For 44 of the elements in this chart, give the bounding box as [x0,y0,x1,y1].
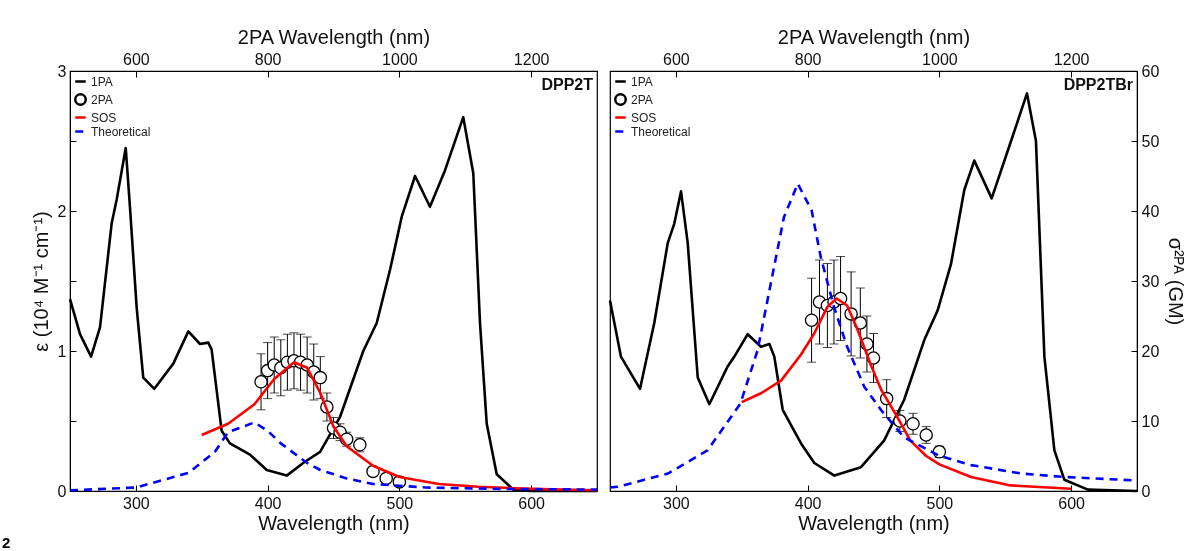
x-tick-label: 500 [386,494,414,512]
x2-tick-label: 1200 [1053,50,1090,68]
y-tick-label: 3 [57,62,67,80]
y2-tick-label: 10 [1141,412,1160,430]
legend-label: SOS [631,110,657,125]
y2-tick-label: 40 [1141,202,1160,220]
legend-label: 2PA [91,92,113,107]
y-axis-title: ε (10⁴ M⁻¹ cm⁻¹) [29,211,52,352]
x2-tick-label: 800 [794,50,822,68]
y-tick-label: 2 [57,202,67,220]
x2-tick-label: 1200 [513,50,550,68]
y2-tick-label: 60 [1141,62,1160,80]
text: 2 [2,534,11,551]
y2-tick-label: 50 [1141,132,1160,150]
x-tick-label: 300 [123,494,150,512]
x2-tick-label: 800 [254,50,282,68]
x2-axis-title: 2PA Wavelength (nm) [777,25,971,48]
y-tick-label: 0 [57,482,67,500]
x-tick-label: 300 [663,494,690,512]
x-tick-label: 600 [518,494,546,512]
x2-tick-label: 600 [123,50,150,68]
y-tick-label: 1 [57,342,67,360]
y2-tick-label: 30 [1141,272,1160,290]
legend-label: 1PA [91,74,113,89]
x-tick-label: 400 [794,494,822,512]
x2-tick-label: 1000 [922,50,958,68]
x-axis-title: Wavelength (nm) [798,511,950,534]
legend-label: 1PA [631,74,653,89]
x2-tick-label: 1000 [382,50,418,68]
x-axis-title: Wavelength (nm) [258,511,410,534]
x2-axis-title: 2PA Wavelength (nm) [237,25,431,48]
chart-title: DPP2TBr [1063,76,1133,93]
chart-title: DPP2T [541,76,594,93]
legend-label: SOS [91,110,117,125]
x-tick-label: 600 [1058,494,1086,512]
y2-axis-title: σ²ᴾᴬ (GM) [1165,237,1188,326]
x-tick-label: 400 [254,494,282,512]
legend-label: Theoretical [631,124,691,139]
legend-label: Theoretical [91,124,151,139]
legend-label: 2PA [631,92,653,107]
y2-tick-label: 0 [1141,482,1151,500]
y2-tick-label: 20 [1141,342,1160,360]
x-tick-label: 500 [926,494,954,512]
x2-tick-label: 600 [663,50,690,68]
